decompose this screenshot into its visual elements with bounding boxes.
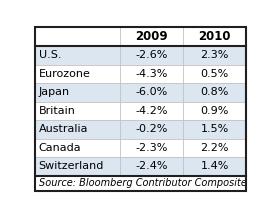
Text: 1.4%: 1.4% [200, 161, 229, 172]
Text: Eurozone: Eurozone [39, 69, 90, 79]
Text: -2.3%: -2.3% [135, 143, 168, 153]
Bar [120, 64, 183, 83]
Bar [35, 64, 120, 83]
Bar [120, 120, 183, 139]
Bar [183, 83, 246, 102]
Bar [35, 120, 120, 139]
Text: -2.6%: -2.6% [135, 50, 168, 60]
Bar [183, 102, 246, 120]
Bar [183, 139, 246, 157]
Text: 1.5%: 1.5% [201, 124, 229, 134]
Bar [120, 139, 183, 157]
Bar [35, 102, 120, 120]
Bar [183, 120, 246, 139]
Bar [120, 27, 183, 46]
Text: 2.2%: 2.2% [200, 143, 229, 153]
Text: -2.4%: -2.4% [135, 161, 168, 172]
Bar [120, 46, 183, 64]
Bar [183, 27, 246, 46]
Bar [120, 83, 183, 102]
Text: -4.2%: -4.2% [135, 106, 168, 116]
Bar [35, 139, 120, 157]
Text: Australia: Australia [39, 124, 88, 134]
Bar [183, 157, 246, 176]
Text: Canada: Canada [39, 143, 81, 153]
Bar [35, 157, 120, 176]
Text: 0.5%: 0.5% [201, 69, 229, 79]
Text: Switzerland: Switzerland [39, 161, 104, 172]
Text: Source: Bloomberg Contributor Composite: Source: Bloomberg Contributor Composite [39, 178, 246, 188]
Text: Britain: Britain [39, 106, 76, 116]
Text: Japan: Japan [39, 87, 70, 97]
Text: 2.3%: 2.3% [200, 50, 229, 60]
Bar [35, 176, 246, 190]
Bar [120, 157, 183, 176]
Text: -0.2%: -0.2% [135, 124, 168, 134]
Bar [35, 27, 120, 46]
Text: U.S.: U.S. [39, 50, 61, 60]
Text: 0.8%: 0.8% [200, 87, 229, 97]
Bar [35, 83, 120, 102]
Text: -6.0%: -6.0% [135, 87, 167, 97]
Bar [183, 46, 246, 64]
Text: 2010: 2010 [199, 30, 231, 43]
Text: 0.9%: 0.9% [200, 106, 229, 116]
Text: 2009: 2009 [135, 30, 168, 43]
Bar [120, 102, 183, 120]
Bar [183, 64, 246, 83]
Text: -4.3%: -4.3% [135, 69, 168, 79]
Bar [35, 46, 120, 64]
